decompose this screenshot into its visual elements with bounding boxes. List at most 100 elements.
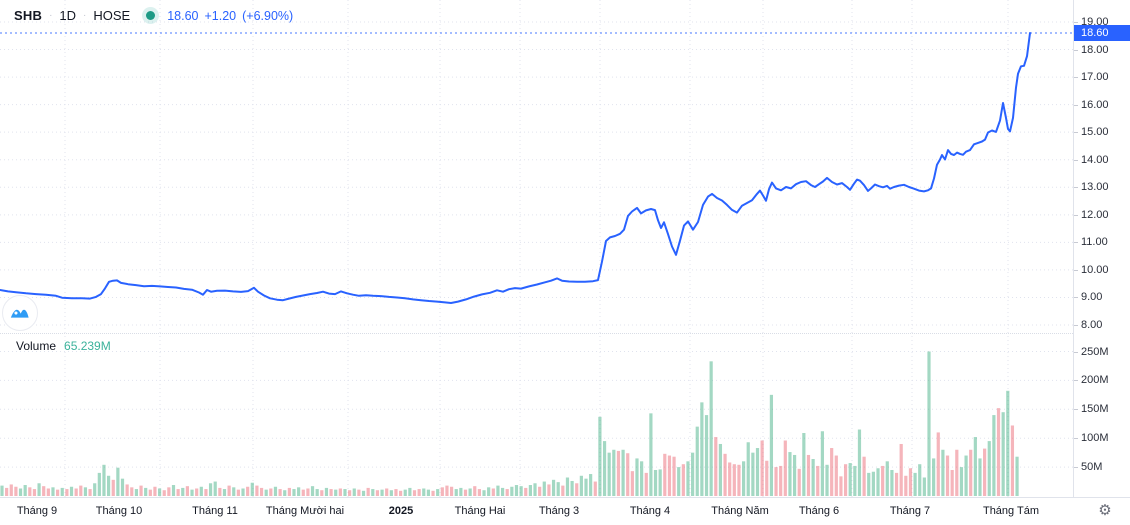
volume-bar	[171, 485, 176, 496]
volume-bar	[250, 482, 254, 496]
volume-bar	[718, 443, 723, 496]
volume-bar	[195, 488, 199, 496]
price-axis-label: 13.00	[1081, 181, 1109, 194]
volume-bar	[737, 464, 741, 496]
volume-bar	[677, 467, 681, 496]
volume-axis-label: 150M	[1081, 403, 1109, 416]
volume-bar	[732, 464, 736, 496]
time-axis-label: Tháng Mười hai	[265, 505, 345, 517]
volume-bar	[60, 487, 64, 496]
volume-bar	[487, 487, 491, 496]
volume-bar	[190, 489, 194, 496]
volume-bar	[213, 481, 217, 496]
volume-bar	[459, 487, 463, 496]
price-axis-label: 14.00	[1081, 153, 1109, 166]
volume-bar	[436, 489, 440, 496]
volume-bar	[792, 454, 797, 496]
volume-bar	[426, 489, 431, 496]
volume-bar	[927, 351, 931, 496]
axis-tick-mark	[1074, 22, 1078, 23]
volume-bar	[542, 481, 546, 496]
gear-icon[interactable]: ⚙	[1098, 502, 1112, 519]
time-axis-label: Tháng 10	[95, 505, 143, 517]
volume-bar	[482, 490, 486, 496]
volume-bar	[130, 487, 134, 496]
time-axis[interactable]: ⚙ Tháng 9 Tháng 10 Tháng 11 Tháng Mười hai 2…	[0, 497, 1130, 525]
chart-canvas[interactable]	[0, 0, 1073, 497]
volume-bar	[74, 488, 78, 496]
volume-axis-label: 100M	[1081, 432, 1109, 445]
volume-bar	[218, 487, 222, 496]
volume-bar	[742, 461, 746, 496]
timeframe-button[interactable]: 1D	[59, 8, 77, 23]
price-change-percent: (+6.90%)	[242, 8, 294, 23]
volume-bar	[273, 486, 278, 496]
volume-bar	[709, 361, 713, 496]
volume-bar	[329, 489, 333, 496]
volume-bar	[111, 479, 115, 496]
volume-bar	[343, 489, 347, 496]
volume-bar	[46, 488, 50, 496]
volume-bar	[607, 452, 611, 496]
volume-bar	[153, 486, 157, 496]
volume-bar	[672, 456, 676, 496]
volume-bar	[88, 489, 92, 496]
volume-bar	[843, 464, 848, 496]
volume-bar	[1001, 412, 1005, 496]
volume-bar	[134, 489, 139, 496]
volume-bar	[9, 484, 13, 496]
volume-bar	[644, 472, 648, 496]
volume-bar	[148, 489, 152, 496]
time-axis-label: Tháng 7	[889, 505, 931, 517]
volume-bar	[700, 402, 704, 496]
market-status-dot-icon[interactable]	[146, 11, 156, 20]
volume-bar	[505, 489, 509, 496]
price-axis[interactable]: 18.60 19.00 18.00 17.00 16.00 15.00 14.00 13.0…	[1073, 0, 1130, 525]
volume-bar	[862, 456, 866, 496]
volume-bar	[751, 452, 755, 496]
price-line-series	[0, 32, 1031, 304]
volume-bar	[959, 467, 964, 496]
volume-bar	[626, 453, 630, 496]
volume-bar	[0, 485, 4, 496]
volume-bar	[389, 490, 393, 496]
volume-bar	[181, 487, 185, 496]
volume-bar	[227, 485, 231, 496]
volume-bar	[287, 487, 291, 496]
axis-tick-mark	[1074, 132, 1078, 134]
volume-bar	[885, 461, 889, 496]
price-axis-label: 17.00	[1081, 71, 1109, 84]
volume-bar	[579, 475, 583, 496]
volume-bar	[422, 488, 426, 496]
volume-bar	[616, 450, 621, 496]
volume-bar	[334, 489, 338, 496]
volume-bar	[969, 449, 973, 496]
volume-bar	[561, 485, 565, 496]
volume-bar	[162, 490, 166, 496]
pane-separator[interactable]	[0, 333, 1073, 334]
volume-bar	[278, 489, 282, 496]
volume-axis-label: 50M	[1081, 461, 1103, 474]
volume-bar	[774, 467, 778, 496]
axis-tick-mark	[1074, 49, 1078, 51]
broker-logo	[2, 295, 38, 331]
axis-tick-mark	[1074, 214, 1078, 216]
volume-bar	[945, 455, 950, 496]
axis-tick-mark	[1074, 159, 1078, 161]
axis-tick-mark	[1074, 325, 1078, 326]
volume-bar	[1006, 390, 1010, 496]
volume-bar	[820, 431, 824, 496]
volume-bar	[477, 489, 481, 496]
volume-bar	[551, 479, 556, 496]
axis-tick-mark	[1074, 380, 1078, 382]
volume-bar	[867, 472, 871, 496]
volume-bar	[584, 478, 588, 496]
price-change: +1.20	[204, 8, 237, 23]
axis-tick-mark	[1074, 269, 1078, 271]
volume-bar	[973, 437, 977, 496]
symbol-button[interactable]: SHB	[14, 8, 43, 23]
volume-bar	[621, 449, 625, 496]
volume-bar	[32, 489, 37, 496]
volume-bar	[918, 464, 922, 496]
volume-bar	[496, 485, 500, 496]
